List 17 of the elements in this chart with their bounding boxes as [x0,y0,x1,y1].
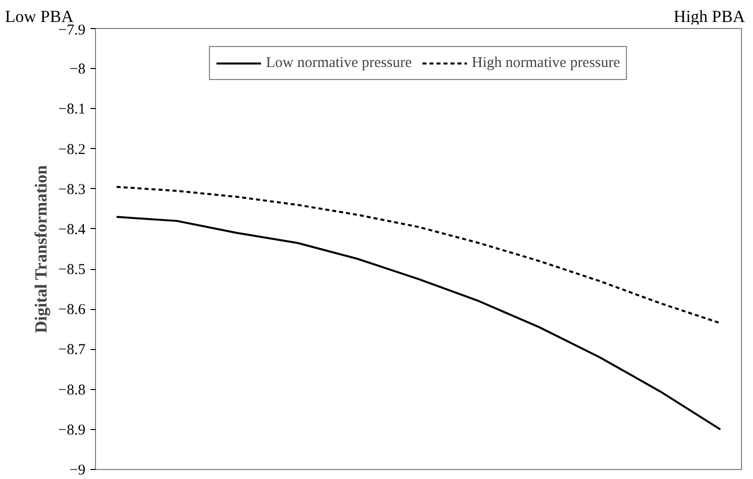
y-tick-label: −8.4 [58,222,86,238]
y-tick-label: −8.2 [58,142,86,158]
y-tick-label: −8.3 [58,182,86,198]
y-tick-label: −8 [70,62,86,78]
text: High PBA [674,6,745,28]
y-tick-label: −9 [70,462,86,478]
line-series [116,216,722,430]
y-tick-label: −8.7 [58,342,86,358]
line-series [116,186,722,324]
y-tick-label: −8.8 [58,382,86,398]
y-tick-label: −8.5 [58,262,86,278]
y-axis-title: Digital Transformation [31,164,50,334]
y-tick-label: −8.6 [58,302,86,318]
legend-label: Low normative pressure [266,54,412,72]
y-tick-label: −8.1 [58,102,86,118]
legend-label: High normative pressure [472,54,620,72]
y-tick-label: −8.9 [58,422,86,438]
